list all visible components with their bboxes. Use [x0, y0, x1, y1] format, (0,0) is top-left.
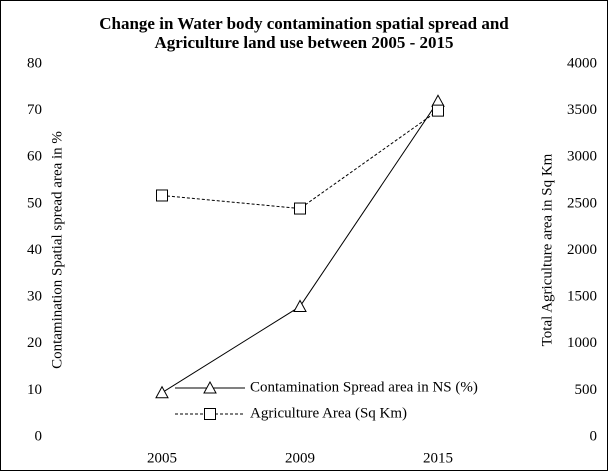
y-tick-label: 30	[27, 289, 42, 305]
series-line	[161, 101, 439, 394]
y-tick-label: 40	[27, 242, 42, 258]
y2-tick-label: 1000	[567, 335, 597, 351]
y2-axis-label: Total Agriculture area in Sq Km	[539, 153, 555, 346]
y-axis-label: Contamination Spatial spread area in %	[49, 131, 65, 369]
y-tick-label: 0	[35, 428, 43, 444]
y-tick-label: 70	[27, 102, 42, 118]
y2-tick-label: 3500	[567, 102, 597, 118]
y2-tick-label: 500	[575, 382, 598, 398]
legend-marker	[203, 380, 217, 394]
legend-label: Agriculture Area (Sq Km)	[250, 405, 407, 421]
y2-tick-label: 2000	[567, 242, 597, 258]
x-tick-label: 2009	[285, 450, 315, 466]
legend-marker	[204, 408, 216, 420]
y2-tick-label: 4000	[567, 55, 597, 71]
point	[432, 104, 444, 117]
series-line	[161, 110, 439, 210]
y2-tick-label: 0	[590, 428, 598, 444]
y-tick-label: 50	[27, 195, 42, 211]
y2-tick-label: 2500	[567, 195, 597, 211]
y2-tick-label: 3000	[567, 149, 597, 165]
y-tick-label: 20	[27, 335, 42, 351]
point	[293, 299, 307, 312]
x-tick-label: 2015	[423, 450, 453, 466]
point	[155, 385, 169, 399]
y-tick-label: 60	[27, 149, 42, 165]
y2-tick-label: 1500	[567, 289, 597, 305]
chart-title: Change in Water body contamination spati…	[99, 14, 509, 52]
x-tick-label: 2005	[147, 450, 177, 466]
y-tick-label: 80	[27, 55, 42, 71]
point	[156, 189, 168, 202]
legend-label: Contamination Spread area in NS (%)	[250, 379, 478, 395]
y-tick-label: 10	[27, 382, 42, 398]
point	[294, 202, 306, 215]
